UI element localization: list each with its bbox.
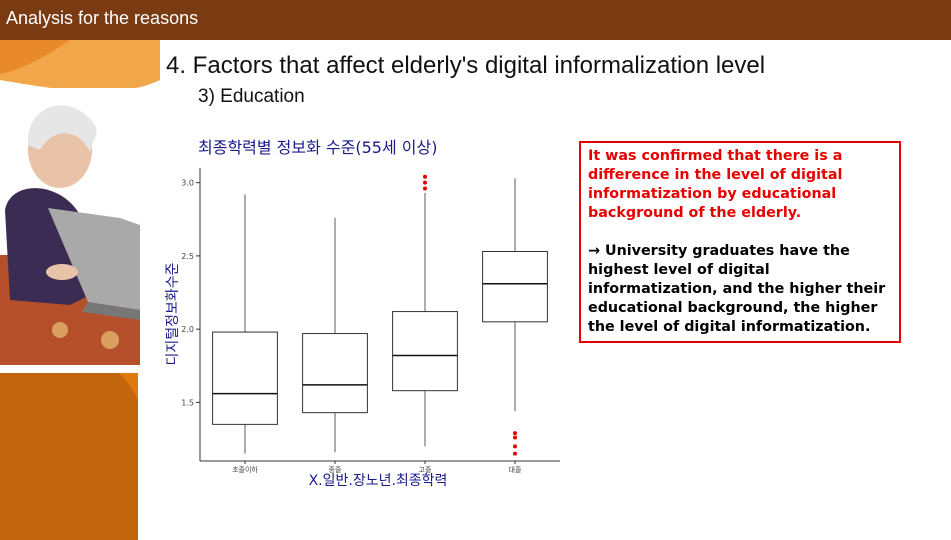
slide-subtitle: 3) Education — [198, 86, 305, 107]
boxplot-chart: 최종학력별 정보화 수준(55세 이상) 1.5 2.0 2.5 3.0 초졸이하 중졸… — [165, 138, 560, 489]
boxes — [212, 174, 548, 456]
header-bar: Analysis for the reasons — [0, 0, 951, 40]
x-ticks: 초졸이하 중졸 고졸 대졸 — [232, 461, 522, 474]
outlier-point — [423, 180, 427, 185]
x-tick-label: 초졸이하 — [232, 465, 258, 474]
y-tick-label: 2.5 — [181, 252, 194, 261]
y-axis-label: 디지털정보화수준 — [165, 262, 181, 365]
header-title: Analysis for the reasons — [6, 8, 199, 28]
x-tick-label: 중졸 — [329, 466, 342, 474]
decorative-side-art — [0, 40, 160, 540]
slide-title: 4. Factors that affect elderly's digital… — [166, 52, 766, 79]
y-tick-label: 1.5 — [181, 398, 194, 407]
finding-text: It was confirmed that there is a differe… — [588, 148, 843, 221]
chart-title: 최종학력별 정보화 수준(55세 이상) — [198, 138, 437, 157]
outlier-point — [513, 431, 517, 436]
outlier-point — [513, 451, 517, 456]
box-iqr — [482, 251, 548, 323]
y-ticks: 1.5 2.0 2.5 3.0 — [181, 179, 200, 407]
outlier-point — [513, 435, 517, 440]
x-tick-label: 대졸 — [509, 466, 522, 474]
elderly-person-photo — [0, 88, 140, 373]
box-iqr — [302, 333, 368, 414]
outlier-point — [513, 444, 517, 449]
x-tick-label: 고졸 — [419, 466, 432, 474]
finding-note: It was confirmed that there is a differe… — [579, 141, 901, 343]
finding-detail: → University graduates have the highest … — [588, 243, 886, 335]
outlier-point — [423, 174, 427, 179]
y-tick-label: 3.0 — [181, 179, 194, 188]
outlier-point — [423, 186, 427, 191]
y-tick-label: 2.0 — [181, 325, 194, 334]
x-axis-label: X.일반.장노년.최종학력 — [309, 473, 448, 489]
box-iqr — [212, 331, 278, 425]
box-iqr — [392, 311, 458, 392]
